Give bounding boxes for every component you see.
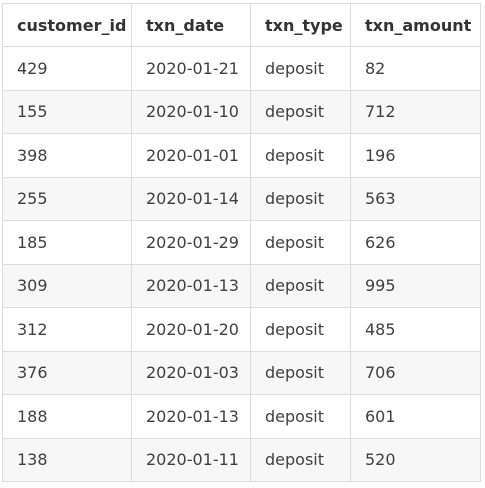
cell-customer-id: 398	[2, 133, 132, 178]
cell-txn-amount: 706	[350, 350, 481, 395]
header-txn-date: txn_date	[131, 3, 251, 47]
cell-txn-date: 2020-01-21	[131, 46, 251, 91]
cell-txn-amount: 520	[350, 437, 481, 482]
cell-txn-type: deposit	[250, 220, 351, 265]
cell-txn-type: deposit	[250, 263, 351, 308]
cell-txn-date: 2020-01-01	[131, 133, 251, 178]
header-customer-id: customer_id	[2, 3, 132, 47]
transactions-table: customer_id txn_date txn_type txn_amount…	[2, 3, 481, 482]
cell-customer-id: 188	[2, 394, 132, 439]
cell-txn-amount: 563	[350, 176, 481, 221]
cell-customer-id: 185	[2, 220, 132, 265]
cell-txn-date: 2020-01-03	[131, 350, 251, 395]
table-row: 255 2020-01-14 deposit 563	[2, 176, 481, 221]
header-row: customer_id txn_date txn_type txn_amount	[2, 3, 481, 47]
cell-customer-id: 429	[2, 46, 132, 91]
table-row: 309 2020-01-13 deposit 995	[2, 263, 481, 308]
table-row: 138 2020-01-11 deposit 520	[2, 437, 481, 482]
cell-customer-id: 309	[2, 263, 132, 308]
cell-customer-id: 155	[2, 89, 132, 134]
cell-customer-id: 138	[2, 437, 132, 482]
table-body: 429 2020-01-21 deposit 82 155 2020-01-10…	[2, 46, 481, 482]
header-txn-type: txn_type	[250, 3, 351, 47]
table-row: 155 2020-01-10 deposit 712	[2, 89, 481, 134]
cell-txn-date: 2020-01-11	[131, 437, 251, 482]
table-header: customer_id txn_date txn_type txn_amount	[2, 3, 481, 47]
cell-customer-id: 255	[2, 176, 132, 221]
cell-txn-amount: 82	[350, 46, 481, 91]
table-row: 376 2020-01-03 deposit 706	[2, 350, 481, 395]
table-row: 185 2020-01-29 deposit 626	[2, 220, 481, 265]
cell-txn-type: deposit	[250, 394, 351, 439]
cell-txn-type: deposit	[250, 46, 351, 91]
table-row: 398 2020-01-01 deposit 196	[2, 133, 481, 178]
cell-txn-date: 2020-01-14	[131, 176, 251, 221]
cell-txn-date: 2020-01-13	[131, 394, 251, 439]
cell-txn-amount: 485	[350, 307, 481, 352]
cell-txn-type: deposit	[250, 437, 351, 482]
cell-txn-type: deposit	[250, 350, 351, 395]
cell-txn-type: deposit	[250, 176, 351, 221]
cell-txn-type: deposit	[250, 307, 351, 352]
cell-customer-id: 312	[2, 307, 132, 352]
cell-txn-date: 2020-01-20	[131, 307, 251, 352]
cell-txn-amount: 995	[350, 263, 481, 308]
cell-txn-date: 2020-01-29	[131, 220, 251, 265]
cell-customer-id: 376	[2, 350, 132, 395]
table-row: 188 2020-01-13 deposit 601	[2, 394, 481, 439]
table-row: 312 2020-01-20 deposit 485	[2, 307, 481, 352]
header-txn-amount: txn_amount	[350, 3, 481, 47]
cell-txn-amount: 712	[350, 89, 481, 134]
cell-txn-date: 2020-01-13	[131, 263, 251, 308]
cell-txn-amount: 626	[350, 220, 481, 265]
table-row: 429 2020-01-21 deposit 82	[2, 46, 481, 91]
cell-txn-amount: 601	[350, 394, 481, 439]
cell-txn-date: 2020-01-10	[131, 89, 251, 134]
cell-txn-amount: 196	[350, 133, 481, 178]
cell-txn-type: deposit	[250, 133, 351, 178]
cell-txn-type: deposit	[250, 89, 351, 134]
